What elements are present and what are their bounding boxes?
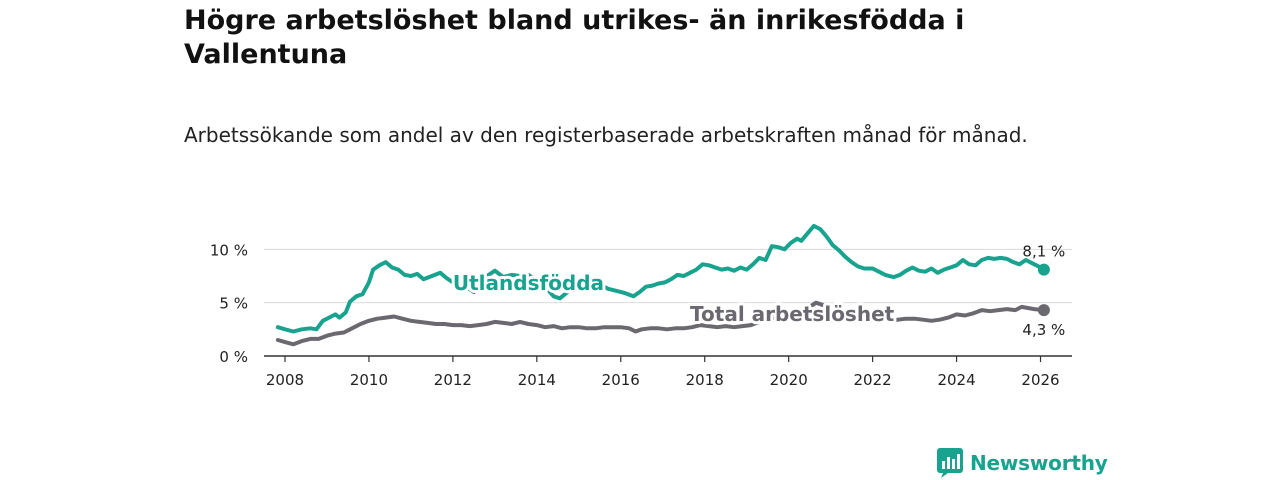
series-label-foreign-born: Utlandsfödda — [453, 271, 604, 295]
line-chart: 0 % 5 % 10 % 2008 2010 2012 2014 2016 2018 2020 20… — [210, 223, 1072, 389]
x-tick-label: 2020 — [770, 371, 808, 389]
x-tick-label: 2010 — [350, 371, 388, 389]
x-tick-label: 2014 — [518, 371, 556, 389]
brand-name: Newsworthy — [970, 451, 1108, 475]
end-value-label-total: 4,3 % — [1022, 321, 1065, 339]
x-tick-label: 2008 — [266, 371, 304, 389]
y-tick-label: 0 % — [219, 348, 248, 366]
x-tick-label: 2026 — [1021, 371, 1059, 389]
series-end-point-foreign-born — [1037, 263, 1050, 276]
chart-subtitle: Arbetssökande som andel av den registerb… — [184, 123, 1028, 147]
series-line-total — [275, 300, 1046, 347]
chart-title: Högre arbetslöshet bland utrikes- än inr… — [184, 5, 965, 70]
series-end-point-total — [1037, 304, 1050, 317]
x-tick-label: 2022 — [854, 371, 892, 389]
x-tick-label: 2018 — [686, 371, 724, 389]
x-tick-label: 2012 — [434, 371, 472, 389]
y-tick-label: 5 % — [219, 295, 248, 313]
brand-logo: Newsworthy — [937, 448, 1108, 478]
newsworthy-logo-icon — [937, 448, 963, 478]
x-tick-label: 2024 — [937, 371, 975, 389]
series-line-foreign-born — [275, 223, 1046, 334]
end-value-label-foreign-born: 8,1 % — [1022, 243, 1065, 261]
series-label-total: Total arbetslöshet — [690, 302, 895, 326]
y-tick-label: 10 % — [210, 241, 248, 259]
x-tick-label: 2016 — [602, 371, 640, 389]
